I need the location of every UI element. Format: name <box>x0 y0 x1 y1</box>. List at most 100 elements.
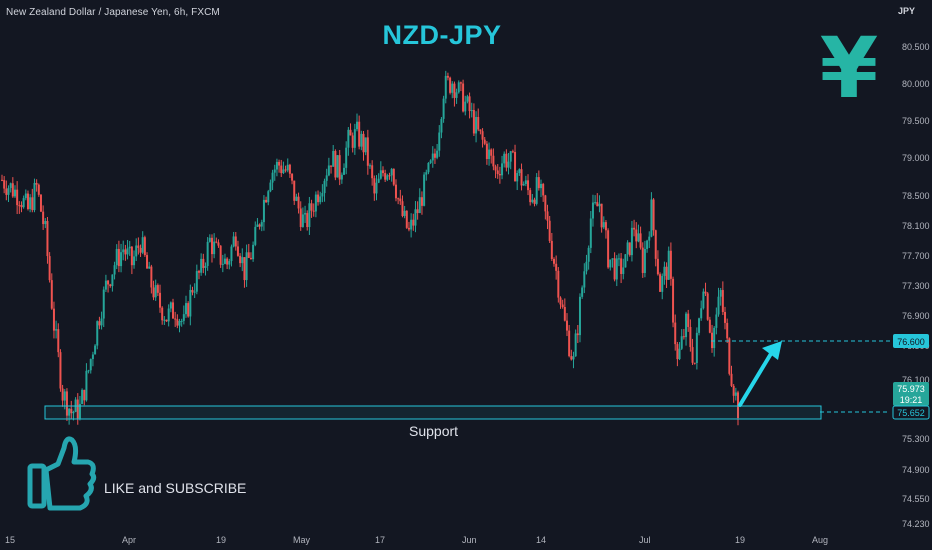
candle <box>20 201 23 213</box>
candle <box>7 185 10 203</box>
candle <box>78 395 81 421</box>
candle <box>258 223 261 230</box>
candle <box>193 283 196 299</box>
candle <box>433 148 436 164</box>
candle <box>100 311 103 330</box>
candle <box>182 305 185 325</box>
candle <box>589 211 592 254</box>
candle <box>174 311 177 327</box>
candle <box>275 158 278 177</box>
current-price-tag <box>893 382 929 406</box>
candle <box>152 280 155 301</box>
candle <box>715 307 718 335</box>
currency-badge[interactable]: JPY <box>898 6 916 16</box>
candle <box>107 279 110 293</box>
candle <box>561 299 564 309</box>
candle <box>267 189 270 206</box>
candle <box>570 349 573 361</box>
candle <box>678 342 681 361</box>
candle <box>325 168 328 187</box>
candle <box>462 79 465 113</box>
candle <box>734 387 737 401</box>
candle <box>241 248 244 272</box>
price-tick-label: 74.230 <box>902 519 930 529</box>
candle <box>133 250 136 269</box>
candle <box>98 316 101 330</box>
candle <box>81 388 84 405</box>
candle <box>578 293 581 343</box>
candle <box>226 257 229 269</box>
candle <box>65 388 68 421</box>
candle <box>104 274 107 293</box>
candle <box>641 242 644 278</box>
candle <box>228 258 231 270</box>
price-labels: 76.600 75.973 19:21 75.652 <box>892 334 930 420</box>
candle <box>217 239 220 248</box>
candle <box>31 188 34 213</box>
time-tick-label: Jul <box>639 535 651 545</box>
candle <box>180 318 183 327</box>
chart-title: NZD-JPY <box>382 20 502 50</box>
candle <box>113 261 116 280</box>
candle <box>730 365 733 388</box>
candle <box>286 158 289 173</box>
candle <box>282 161 285 175</box>
candle <box>436 143 439 160</box>
candle <box>200 253 203 276</box>
candle <box>544 194 547 220</box>
candle <box>330 165 333 174</box>
candle <box>488 142 491 166</box>
candle <box>204 262 207 276</box>
candle <box>117 240 120 273</box>
candle <box>310 199 313 218</box>
candle <box>511 149 514 154</box>
svg-text:¥: ¥ <box>820 19 878 117</box>
support-zone-box[interactable] <box>44 405 822 420</box>
candle <box>299 201 302 231</box>
candle <box>392 168 395 187</box>
candle <box>94 344 97 355</box>
candle <box>172 298 175 319</box>
candle <box>455 88 458 104</box>
candle <box>721 281 724 316</box>
candle <box>239 253 242 268</box>
candle <box>11 177 14 198</box>
candle <box>362 131 365 161</box>
like-subscribe-text: LIKE and SUBSCRIBE <box>104 480 247 496</box>
candle <box>213 233 216 259</box>
candle <box>232 231 235 248</box>
candle <box>369 163 371 169</box>
candle <box>490 148 493 164</box>
candle <box>87 369 90 374</box>
candle <box>425 169 428 181</box>
candle <box>353 123 356 155</box>
price-tick-label: 78.500 <box>902 191 930 201</box>
price-tick-label: 77.700 <box>902 251 930 261</box>
candle <box>492 148 495 171</box>
candle <box>202 253 205 274</box>
candle <box>587 245 590 270</box>
candle <box>609 259 612 271</box>
candle <box>312 203 315 217</box>
candle <box>449 76 452 95</box>
candle <box>672 276 675 328</box>
candle <box>719 287 722 306</box>
candle <box>221 254 224 273</box>
candle <box>704 282 707 297</box>
symbol-label[interactable]: New Zealand Dollar / Japanese Yen, 6h, F… <box>6 7 220 18</box>
candle <box>622 258 625 280</box>
candle <box>676 341 679 367</box>
candle <box>617 253 620 267</box>
candle <box>161 306 164 325</box>
time-tick-label: Apr <box>122 535 136 545</box>
candle <box>9 182 12 193</box>
candle <box>717 287 720 317</box>
candle <box>115 244 118 270</box>
candle <box>407 221 410 232</box>
candle <box>260 219 263 232</box>
candle <box>695 327 698 370</box>
candle <box>596 193 599 207</box>
candle <box>585 254 588 275</box>
candle <box>280 159 283 177</box>
